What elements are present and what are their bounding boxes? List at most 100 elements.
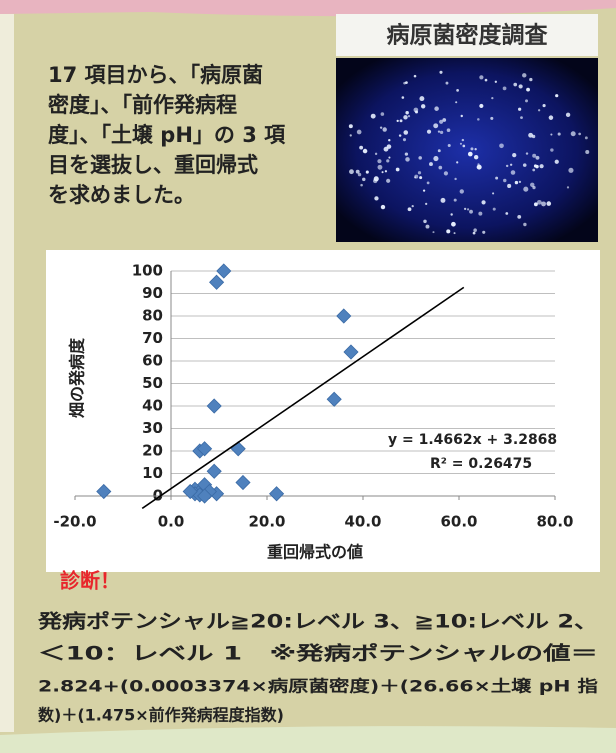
- point: [197, 488, 213, 504]
- photo-dot: [370, 113, 376, 119]
- photo-dot: [446, 128, 451, 133]
- photo-dot: [505, 164, 509, 168]
- photo-dot: [578, 132, 582, 136]
- photo-dot: [472, 231, 476, 235]
- trendline: [141, 286, 465, 510]
- x-tick-label: -20.0: [53, 513, 96, 531]
- photo-dot: [386, 178, 391, 183]
- photo-dot: [494, 80, 497, 83]
- y-tick-label: 20: [142, 442, 163, 460]
- photo-dot: [362, 148, 368, 154]
- point: [206, 463, 222, 479]
- photo-dot: [550, 148, 554, 152]
- photo-dot: [492, 207, 496, 211]
- photo-dot: [413, 107, 419, 113]
- photo-dot: [476, 164, 482, 170]
- intro-text: 17 項目から、「病原菌密度」、「前作発病程度」、「土壌 pH」の 3 項目を選…: [48, 63, 286, 207]
- point: [206, 398, 222, 414]
- y-tick-label: 30: [142, 419, 163, 437]
- intro-line: 目を選抜し、重回帰式: [48, 153, 258, 177]
- photo-dot: [499, 143, 504, 149]
- x-tick-label: 80.0: [536, 513, 573, 531]
- photo-dot: [455, 101, 458, 104]
- photo-dot: [438, 165, 443, 170]
- photo-dot: [585, 149, 590, 154]
- photo-dot: [454, 177, 457, 181]
- photo-dot: [525, 152, 529, 155]
- photo-title: 病原菌密度調査: [387, 22, 548, 49]
- photo-dot: [451, 221, 456, 227]
- photo-dot: [528, 132, 534, 138]
- photo-dot: [514, 180, 519, 185]
- photo-dot: [403, 81, 406, 85]
- photo: [336, 58, 598, 242]
- photo-dot: [439, 70, 443, 74]
- photo-dot: [453, 198, 457, 202]
- point: [182, 483, 198, 500]
- y-axis-label: 畑の発病度: [68, 337, 87, 418]
- photo-dot: [407, 207, 412, 212]
- photo-dot: [510, 170, 516, 175]
- photo-dot: [362, 177, 366, 182]
- photo-dot: [484, 78, 488, 82]
- photo-dot: [382, 127, 387, 132]
- photo-dot: [423, 219, 427, 224]
- photo-dot: [535, 155, 540, 160]
- photo-dot: [349, 169, 354, 175]
- y-tick-label: 90: [142, 284, 163, 302]
- photo-dot: [426, 181, 430, 185]
- photo-dot: [479, 75, 484, 80]
- photo-dot: [566, 186, 570, 189]
- photo-dot: [419, 176, 423, 180]
- photo-dot: [425, 224, 430, 229]
- photo-dot: [372, 178, 378, 184]
- trend-r2: R² = 0.26475: [430, 456, 532, 472]
- photo-dot: [374, 152, 378, 156]
- photo-dot: [426, 129, 432, 134]
- photo-dot: [537, 109, 541, 112]
- photo-dot: [365, 170, 369, 174]
- photo-dot: [462, 144, 466, 148]
- photo-title-box: [336, 14, 598, 56]
- photo-dot: [565, 112, 571, 118]
- photo-dot: [447, 144, 451, 148]
- photo-dot: [533, 202, 538, 207]
- photo-dot: [507, 183, 512, 188]
- photo-dot: [477, 118, 480, 121]
- photo-dot: [460, 114, 463, 118]
- photo-dot: [469, 209, 473, 214]
- photo-dot: [529, 77, 533, 82]
- y-tick-label: 10: [142, 464, 163, 482]
- photo-dot: [463, 207, 467, 211]
- trend-equation: y = 1.4662x + 3.2868: [388, 432, 557, 448]
- photo-dot: [437, 149, 441, 153]
- photo-dot: [520, 116, 523, 119]
- photo-dot: [495, 176, 499, 180]
- photo-dot: [450, 213, 453, 216]
- photo-dot: [439, 130, 444, 134]
- photo-dot: [402, 138, 407, 142]
- photo-dot: [429, 162, 433, 167]
- photo-dot: [526, 87, 530, 92]
- photo-dot: [359, 145, 364, 150]
- photo-dot: [456, 89, 459, 92]
- photo-dot: [439, 119, 444, 124]
- photo-dot: [453, 232, 456, 235]
- photo-dot: [456, 161, 459, 164]
- photo-dot: [434, 106, 439, 111]
- photo-dot: [459, 189, 464, 194]
- y-tick-label: 40: [142, 397, 163, 415]
- photo-dot: [349, 134, 352, 137]
- photo-dot: [379, 126, 383, 129]
- photo-dot: [473, 154, 479, 160]
- photo-dot: [355, 169, 360, 174]
- photo-dot: [420, 104, 426, 109]
- photo-dot: [377, 159, 382, 164]
- intro-line: を求めました。: [48, 183, 195, 207]
- photo-dot: [380, 112, 385, 116]
- photo-dot: [503, 178, 507, 183]
- photo-dot: [584, 136, 588, 140]
- point: [209, 274, 225, 290]
- photo-dot: [425, 202, 428, 206]
